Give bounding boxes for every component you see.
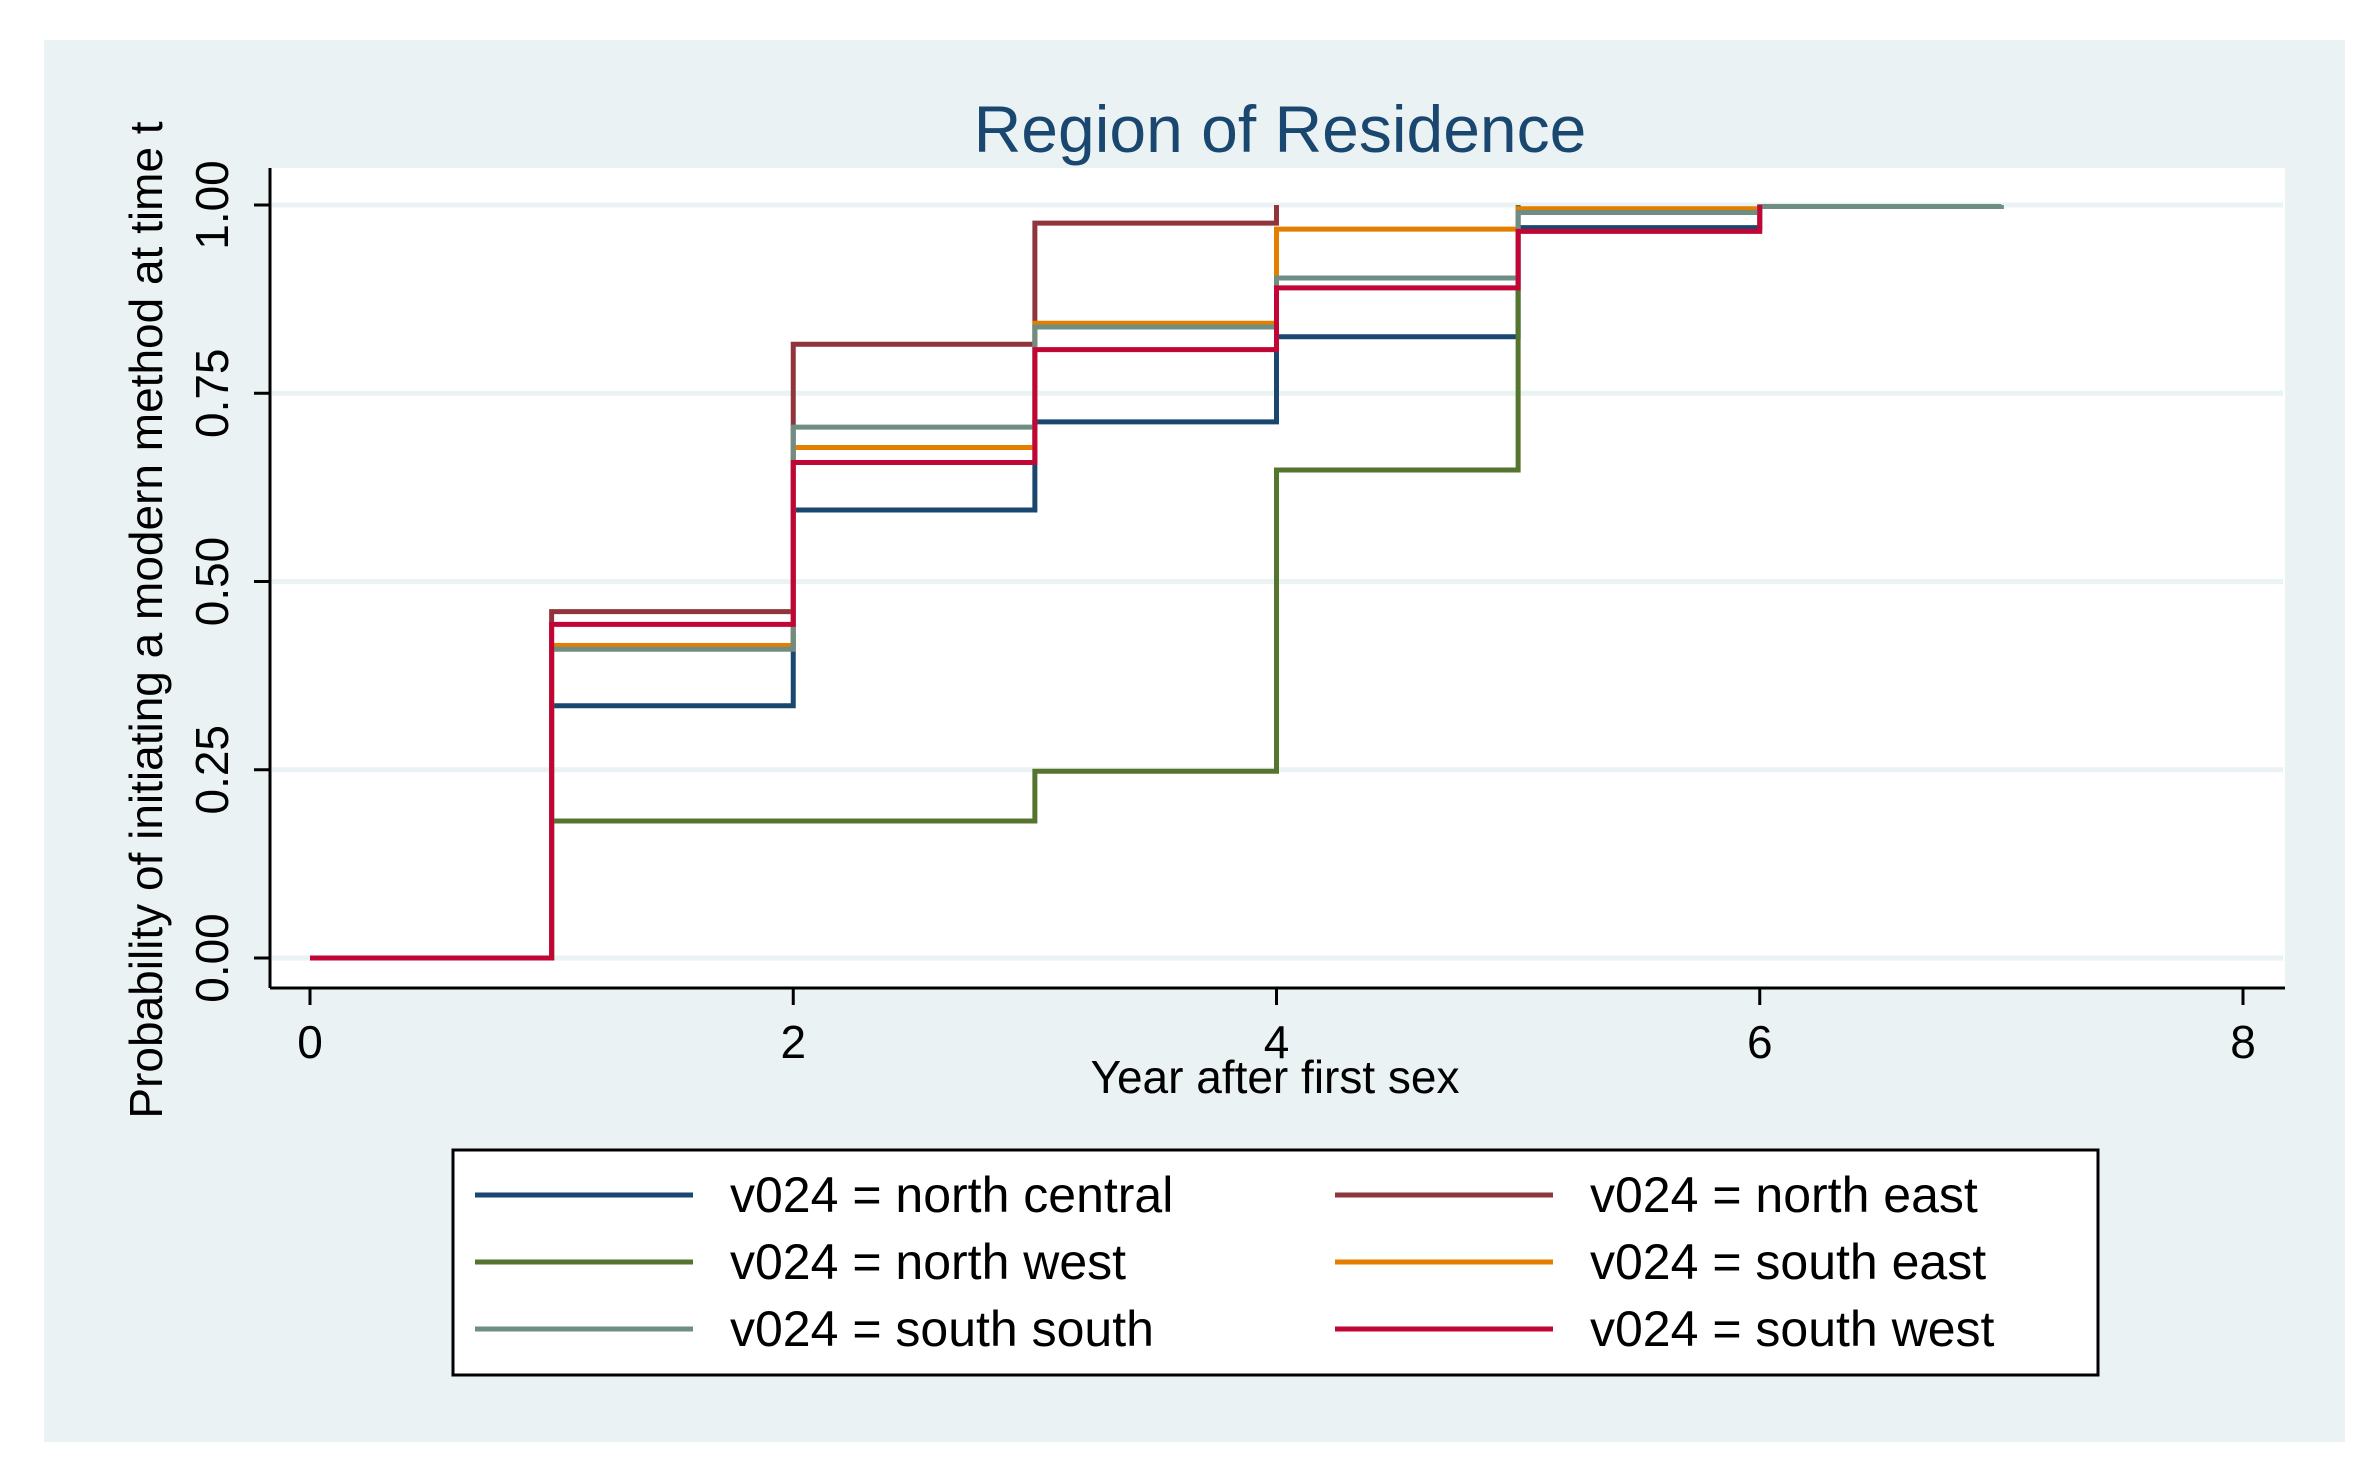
x-tick-label-2: 4 [1264,1016,1290,1068]
chart-title: Region of Residence [974,92,1587,166]
legend: v024 = north central v024 = north east v02… [475,1167,1995,1357]
legend-label-north-central: v024 = north central [730,1167,1173,1223]
y-tick-label-1: 0.25 [186,725,238,815]
x-axis-title: Year after first sex [1090,1051,1459,1103]
legend-label-south-south: v024 = south south [730,1301,1154,1357]
x-tick-label-1: 2 [780,1016,806,1068]
y-axis-title: Probability of initiating a modern metho… [120,121,172,1118]
series-line-south-west [310,205,1763,961]
x-tick-label-0: 0 [297,1016,323,1068]
x-axis-ticks: 0 2 4 6 8 [297,988,2256,1068]
x-tick-label-4: 8 [2230,1016,2256,1068]
legend-label-south-east: v024 = south east [1590,1234,1986,1290]
legend-box [451,1148,2100,1377]
x-tick-label-3: 6 [1747,1016,1773,1068]
legend-label-north-east: v024 = north east [1590,1167,1978,1223]
y-tick-label-2: 0.50 [186,537,238,627]
legend-label-north-west: v024 = north west [730,1234,1126,1290]
y-tick-label-0: 0.00 [186,913,238,1003]
y-tick-label-3: 0.75 [186,348,238,438]
legend-label-south-west: v024 = south west [1590,1301,1995,1357]
y-tick-label-4: 1.00 [186,160,238,250]
series-lines [310,204,2004,961]
y-axis-ticks: 0.00 0.25 0.50 0.75 1.00 [186,160,270,1003]
